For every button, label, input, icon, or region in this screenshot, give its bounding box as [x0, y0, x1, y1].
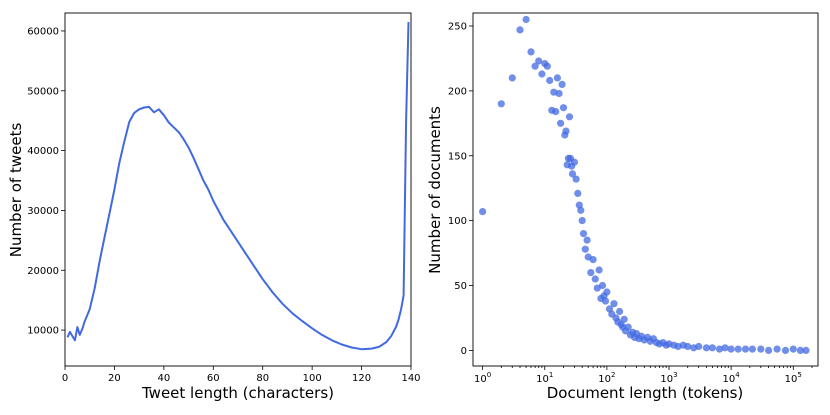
document-point	[721, 344, 729, 352]
document-point	[601, 297, 610, 305]
x-tick-label: 105	[785, 371, 802, 385]
document-point	[577, 206, 585, 214]
document-point	[527, 48, 535, 56]
x-tick-label: 140	[401, 373, 420, 384]
x-tick-label: 100	[303, 373, 322, 384]
x-tick-label: 100	[474, 371, 491, 385]
document-point	[734, 345, 742, 353]
document-point	[522, 15, 530, 24]
document-point	[574, 189, 582, 197]
x-tick-label: 80	[256, 373, 269, 384]
document-point	[789, 345, 797, 353]
document-point	[610, 300, 618, 308]
document-point	[570, 158, 579, 166]
document-point	[595, 266, 603, 274]
right-x-ticks: 100 101 102 103 104 105	[474, 366, 813, 385]
document-point	[578, 217, 586, 225]
document-point	[741, 345, 750, 353]
document-point	[583, 236, 591, 244]
y-tick-label: 50	[454, 281, 467, 292]
x-tick-label: 101	[536, 371, 553, 385]
x-tick-label: 102	[598, 371, 615, 385]
document-point	[579, 230, 588, 238]
document-point	[773, 345, 781, 353]
y-tick-label: 50000	[27, 86, 59, 97]
y-tick-label: 200	[448, 86, 467, 97]
document-point	[727, 345, 735, 353]
document-point	[695, 342, 703, 351]
right-y-axis-label: Number of documents	[426, 106, 444, 274]
y-tick-label: 20000	[27, 266, 59, 277]
document-point	[555, 89, 563, 98]
y-tick-label: 10000	[27, 326, 59, 337]
left-y-ticks: 10000 20000 30000 40000 50000 60000	[27, 26, 65, 337]
left-panel: 0 20 40 60 80 100 120 140 10000 20000 30000 40000 5…	[7, 12, 421, 402]
document-point	[591, 275, 599, 283]
document-point	[581, 245, 589, 253]
left-plot-area	[66, 21, 410, 351]
x-tick-label: 40	[157, 373, 170, 384]
document-point	[715, 345, 724, 353]
y-tick-label: 30000	[27, 206, 59, 217]
document-point	[546, 76, 554, 85]
document-point	[531, 62, 539, 70]
document-point	[684, 342, 692, 351]
x-tick-label: 0	[62, 373, 68, 384]
document-point	[479, 208, 487, 216]
x-tick-label: 60	[207, 373, 220, 384]
document-point	[559, 104, 568, 112]
right-plot-area	[479, 15, 810, 354]
document-point	[624, 323, 632, 331]
left-axes-frame	[64, 12, 412, 367]
document-point	[552, 108, 560, 116]
document-point	[508, 74, 516, 82]
document-point	[516, 26, 524, 34]
document-point	[748, 345, 757, 353]
y-tick-label: 40000	[27, 146, 59, 157]
document-point	[598, 281, 607, 290]
x-tick-label: 120	[352, 373, 371, 384]
left-x-ticks: 0 20 40 60 80 100 120 140	[62, 366, 421, 384]
document-point	[558, 80, 566, 88]
document-point	[616, 307, 624, 316]
document-point	[562, 127, 570, 135]
document-point	[603, 288, 611, 296]
document-point	[620, 315, 628, 323]
document-point	[557, 119, 565, 127]
x-tick-label: 20	[108, 373, 121, 384]
document-point	[538, 70, 546, 78]
document-point	[572, 175, 580, 183]
document-point	[589, 256, 597, 264]
right-axes-frame	[472, 12, 819, 367]
document-point	[497, 100, 505, 108]
y-tick-label: 60000	[27, 26, 59, 37]
left-x-axis-label: Tweet length (characters)	[141, 384, 334, 402]
document-point	[802, 346, 810, 354]
document-point	[708, 344, 717, 352]
document-point	[568, 170, 577, 178]
x-tick-label: 103	[660, 371, 677, 385]
left-y-axis-label: Number of tweets	[7, 123, 25, 258]
y-tick-label: 250	[448, 21, 467, 32]
right-x-axis-label: Document length (tokens)	[547, 384, 744, 402]
document-point	[535, 57, 543, 65]
document-point	[781, 346, 790, 354]
document-point	[765, 346, 773, 354]
document-point	[796, 346, 805, 354]
document-point	[543, 62, 551, 70]
document-point	[587, 269, 595, 277]
y-tick-label: 0	[461, 346, 467, 357]
y-tick-label: 100	[448, 216, 467, 227]
x-tick-label: 104	[723, 371, 741, 385]
right-y-ticks: 0 50 100 150 200 250	[448, 21, 473, 357]
document-point	[757, 345, 765, 353]
tweet-length-line	[66, 21, 410, 351]
document-point	[565, 113, 574, 121]
y-tick-label: 150	[448, 151, 467, 162]
document-point	[702, 344, 711, 352]
document-point	[553, 74, 562, 82]
right-panel: 100 101 102 103 104 105 0 50 100 150 200 250 Docum…	[426, 12, 819, 402]
